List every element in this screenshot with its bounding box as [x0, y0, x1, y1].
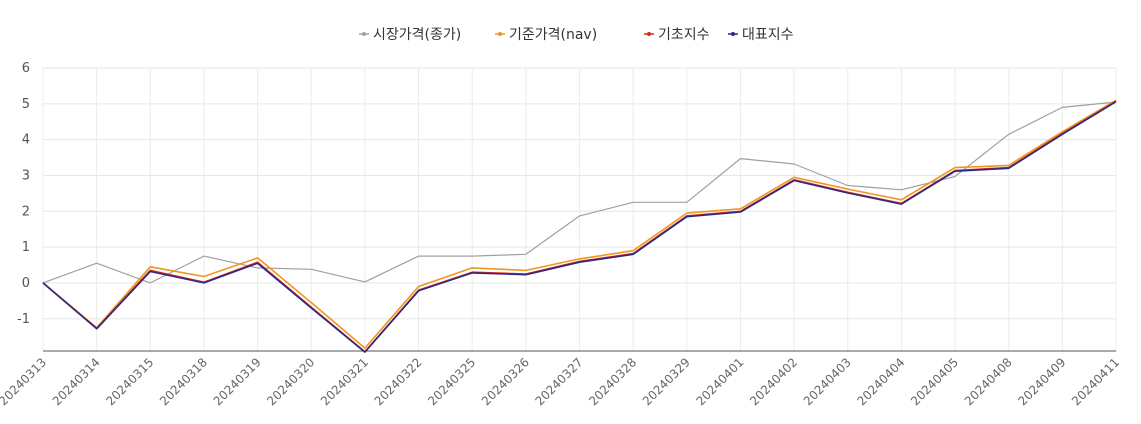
legend-label: 기준가격(nav) — [509, 27, 597, 43]
x-tick-label: 20240328 — [586, 355, 639, 408]
y-tick-label: 3 — [22, 168, 30, 183]
x-tick-label: 20240314 — [50, 355, 103, 408]
x-tick-label: 20240327 — [533, 355, 586, 408]
legend-item[interactable]: 대표지수 — [728, 27, 794, 43]
legend-dot-marker — [731, 32, 735, 36]
x-tick-label: 20240408 — [962, 355, 1015, 408]
x-tick-label: 20240404 — [854, 355, 907, 408]
x-tick-label: 20240313 — [0, 355, 49, 408]
series-line-2 — [42, 99, 1117, 349]
legend-dot-marker — [647, 32, 651, 36]
x-tick-label: 20240411 — [1069, 355, 1122, 408]
x-tick-label: 20240402 — [747, 355, 800, 408]
y-tick-label: -1 — [17, 312, 30, 327]
x-axis: 20240313 20240314 20240315 20240318 20240319… — [0, 350, 1122, 408]
chart-series — [42, 99, 1117, 353]
legend-item[interactable]: 기초지수 — [644, 27, 710, 43]
legend-label: 대표지수 — [742, 27, 794, 43]
x-tick-label: 20240326 — [479, 355, 532, 408]
x-tick-label: 20240320 — [264, 355, 317, 408]
x-tick-label: 20240315 — [103, 355, 156, 408]
series-line-4 — [42, 101, 1117, 353]
y-tick-label: 0 — [22, 276, 30, 291]
chart-legend: 시장가격(종가) 기준가격(nav) 기초지수 대표지수 — [359, 27, 794, 43]
legend-label: 시장가격(종가) — [373, 27, 461, 43]
x-tick-label: 20240322 — [372, 355, 425, 408]
x-tick-label: 20240329 — [640, 355, 693, 408]
x-tick-label: 20240325 — [425, 355, 478, 408]
y-tick-label: 6 — [22, 61, 30, 76]
y-tick-label: 2 — [22, 204, 30, 219]
x-tick-label: 20240403 — [801, 355, 854, 408]
x-tick-label: 20240321 — [318, 355, 371, 408]
x-tick-label: 20240318 — [157, 355, 210, 408]
legend-item[interactable]: 시장가격(종가) — [359, 27, 461, 43]
legend-dot-marker — [362, 32, 366, 36]
legend-item[interactable]: 기준가격(nav) — [495, 27, 597, 43]
y-axis: 6 5 4 3 2 1 0 -1 — [17, 61, 30, 327]
legend-label: 기초지수 — [658, 27, 710, 43]
y-tick-label: 5 — [22, 97, 30, 112]
x-tick-label: 20240401 — [693, 355, 746, 408]
x-tick-label: 20240319 — [211, 355, 264, 408]
y-tick-label: 1 — [22, 240, 30, 255]
x-tick-label: 20240409 — [1015, 355, 1068, 408]
x-tick-label: 20240405 — [908, 355, 961, 408]
chart-grid — [42, 67, 1117, 351]
y-tick-label: 4 — [22, 133, 30, 148]
legend-dot-marker — [498, 32, 502, 36]
